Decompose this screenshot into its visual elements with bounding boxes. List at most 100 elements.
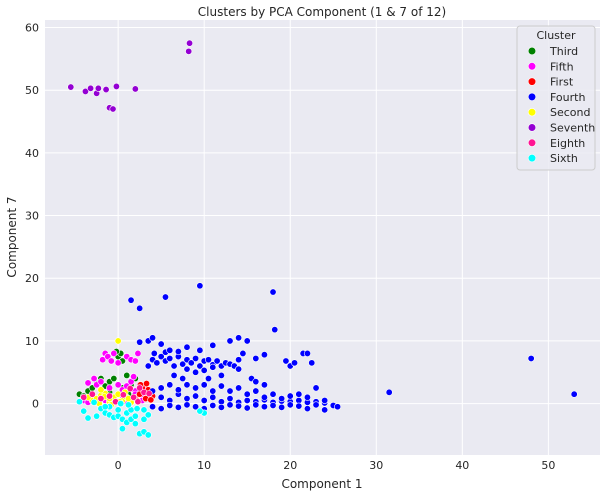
point-fourth bbox=[136, 304, 144, 312]
point-fourth bbox=[209, 401, 217, 409]
y-tick-label: 40 bbox=[25, 147, 39, 160]
x-tick-label: 50 bbox=[541, 459, 555, 472]
point-fourth bbox=[303, 405, 311, 413]
point-fourth bbox=[166, 401, 174, 409]
point-fourth bbox=[385, 388, 393, 396]
point-fourth bbox=[252, 387, 260, 395]
legend-marker-eighth bbox=[527, 138, 537, 147]
point-fourth bbox=[226, 337, 234, 345]
point-fourth bbox=[170, 371, 178, 379]
point-fourth bbox=[278, 403, 286, 411]
legend-label-sixth: Sixth bbox=[550, 152, 578, 165]
legend-label-third: Third bbox=[549, 45, 578, 58]
point-fifth bbox=[97, 378, 105, 386]
y-tick-label: 0 bbox=[32, 398, 39, 411]
legend-marker-second bbox=[527, 108, 537, 117]
point-fourth bbox=[321, 406, 329, 414]
point-sixth bbox=[84, 414, 92, 422]
point-fourth bbox=[157, 384, 165, 392]
point-eighth bbox=[130, 393, 138, 401]
point-fourth bbox=[150, 349, 158, 357]
point-fourth bbox=[243, 396, 251, 404]
point-fourth bbox=[252, 378, 260, 386]
y-tick-label: 10 bbox=[25, 335, 39, 348]
point-seventh bbox=[109, 105, 117, 113]
legend-item-fifth: Fifth bbox=[527, 60, 574, 73]
point-fifth bbox=[90, 375, 98, 383]
y-axis-label: Component 7 bbox=[5, 196, 19, 277]
point-fourth bbox=[179, 375, 187, 383]
point-fourth bbox=[204, 356, 212, 364]
legend-label-seventh: Seventh bbox=[550, 122, 595, 135]
point-seventh bbox=[102, 86, 110, 94]
legend-item-first: First bbox=[527, 76, 574, 89]
point-sixth bbox=[80, 407, 88, 415]
point-seventh bbox=[67, 83, 75, 91]
point-fourth bbox=[200, 396, 208, 404]
point-fifth bbox=[131, 357, 139, 365]
point-sixth bbox=[101, 403, 109, 411]
point-fourth bbox=[252, 401, 260, 409]
point-fourth bbox=[260, 403, 268, 411]
point-fourth bbox=[192, 384, 200, 392]
legend-label-fourth: Fourth bbox=[550, 91, 585, 104]
point-sixth bbox=[114, 406, 122, 414]
legend-marker-first bbox=[527, 77, 537, 86]
point-eighth bbox=[134, 398, 142, 406]
point-fourth bbox=[235, 334, 243, 342]
point-sixth bbox=[75, 398, 83, 406]
legend-item-sixth: Sixth bbox=[527, 152, 578, 165]
x-tick-label: 40 bbox=[455, 459, 469, 472]
point-fourth bbox=[260, 393, 268, 401]
y-tick-label: 60 bbox=[25, 22, 39, 35]
point-fourth bbox=[192, 354, 200, 362]
y-tick-label: 30 bbox=[25, 210, 39, 223]
point-fourth bbox=[291, 359, 299, 367]
series-eighth bbox=[80, 384, 153, 406]
point-fourth bbox=[166, 381, 174, 389]
series-fourth bbox=[127, 282, 578, 414]
point-first bbox=[143, 380, 151, 388]
point-sixth bbox=[133, 405, 141, 413]
point-sixth bbox=[196, 407, 204, 415]
point-eighth bbox=[88, 390, 96, 398]
point-eighth bbox=[119, 391, 127, 399]
point-seventh bbox=[87, 84, 95, 92]
legend-label-eighth: Eighth bbox=[550, 137, 585, 150]
point-fifth bbox=[130, 373, 138, 381]
legend-marker-fourth bbox=[527, 92, 537, 101]
point-fourth bbox=[174, 348, 182, 356]
point-fourth bbox=[209, 393, 217, 401]
point-fourth bbox=[312, 401, 320, 409]
point-sixth bbox=[124, 401, 132, 409]
point-seventh bbox=[185, 47, 193, 55]
legend-item-fourth: Fourth bbox=[527, 91, 585, 104]
series-seventh bbox=[67, 39, 194, 113]
x-axis-ticks: 0 10 20 30 40 50 bbox=[115, 459, 556, 472]
point-eighth bbox=[145, 390, 153, 398]
point-sixth bbox=[144, 411, 152, 419]
legend-marker-seventh bbox=[527, 123, 537, 132]
point-fourth bbox=[243, 390, 251, 398]
point-fourth bbox=[527, 354, 535, 362]
point-fourth bbox=[166, 346, 174, 354]
point-fourth bbox=[260, 351, 268, 359]
point-sixth bbox=[117, 400, 125, 408]
legend-items: Third Fifth First Fourth Second Seventh Eighth… bbox=[527, 45, 595, 165]
point-fifth bbox=[84, 379, 92, 387]
legend-item-seventh: Seventh bbox=[527, 122, 595, 135]
point-sixth bbox=[93, 412, 101, 420]
y-axis-ticks: 0 10 20 30 40 50 60 bbox=[25, 22, 39, 411]
point-fourth bbox=[196, 362, 204, 370]
point-seventh bbox=[112, 82, 120, 90]
point-fourth bbox=[174, 386, 182, 394]
point-fourth bbox=[312, 384, 320, 392]
point-fifth bbox=[134, 349, 142, 357]
point-fourth bbox=[235, 365, 243, 373]
point-sixth bbox=[118, 425, 126, 433]
point-fourth bbox=[209, 387, 217, 395]
point-fifth bbox=[114, 359, 122, 367]
legend-label-second: Second bbox=[550, 106, 590, 119]
point-fourth bbox=[269, 401, 277, 409]
